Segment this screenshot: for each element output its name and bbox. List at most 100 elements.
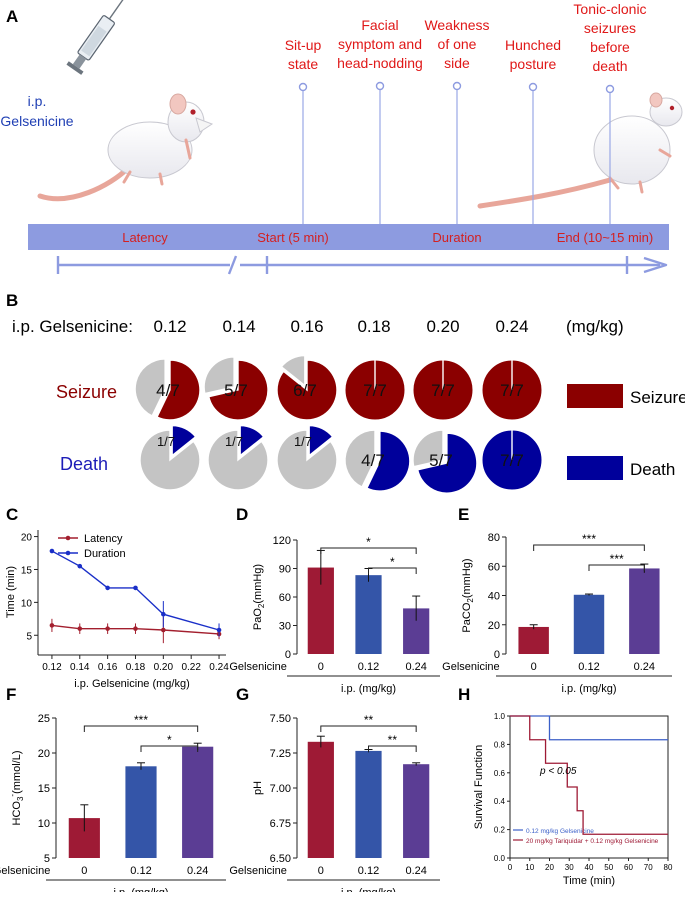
c-y-label: Time (min) [5,566,17,618]
h-x-label: Time (min) [563,875,615,887]
g-category-2: 0.12 [358,865,379,877]
panel-d-label: D [236,505,248,524]
seizure-pie-3-rest-slice [280,354,306,387]
death-pie-4-rest-slice [344,429,376,488]
h-series-2-curve [510,715,668,835]
d-x-label: i.p. (mg/kg) [341,683,396,695]
c-series-2-point-6 [216,627,222,633]
e-category-3: 0.24 [634,661,655,673]
e-category-2: 0.12 [578,661,599,673]
death-pie-5-rest-slice [412,429,444,468]
d-y-tick-label-3: 60 [279,592,291,604]
f-category-1: 0 [81,865,87,877]
death-pie-5-slice [416,432,478,494]
e-y-tick-label-2: 20 [488,620,500,632]
c-series-2-point-5 [161,611,166,617]
e-bar-1 [518,626,549,654]
death-pie-2-rest-slice [207,429,269,491]
e-row-label: Gelsenicine [442,661,499,673]
c-y-tick-label-1: 5 [26,631,32,642]
f-y-label: HCO3-(mmol/L) [8,751,25,826]
f-row-label: Gelsenicine [0,865,50,877]
stage-4-line-1: Hunched [505,37,561,53]
death-pie-3-label: 1/7 [294,434,312,449]
h-legend-2-label: 20 mg/kg Tariquidar + 0.12 mg/kg Gelseni… [526,838,659,845]
dose-label-3: 0.16 [290,317,323,336]
c-series-1-point-2 [77,626,83,631]
g-y-tick-label-2: 6.75 [270,818,291,830]
c-x-tick-label-6: 0.22 [181,662,201,673]
e-bar-3 [629,568,660,654]
g-sig-label-1: ** [364,713,374,727]
death-pie-6-label: 7/7 [500,451,524,470]
dose-label-6: 0.24 [495,317,528,336]
g-y-tick-label-1: 6.50 [270,853,291,865]
g-row-label: Gelsenicine [229,865,286,877]
c-series-1-point-5 [161,627,166,633]
dose-label-5: 0.20 [426,317,459,336]
timeline-latency: Latency [122,230,168,245]
panel-g: G 6.50 6.75 7.00 7.25 7.50 0 0.12 0.24 Gelsenici… [229,685,440,897]
h-x-tick-label-3: 20 [545,863,554,872]
legend-seizure-label: Seizure [630,388,685,407]
c-legend-1-marker [65,535,71,541]
death-pie-2-label: 1/7 [225,434,243,449]
stage-5-line-3: before [590,39,630,55]
stage-5: Tonic-clonic seizures before death [573,1,647,224]
c-y-tick-label-2: 10 [21,598,33,609]
g-bar-3 [403,764,430,858]
injection-label-line2: Gelsenicine [0,113,73,129]
f-y-tick-label-4: 20 [38,748,50,760]
timeline-bar [28,224,669,250]
g-y-tick-label-3: 7.00 [270,783,291,795]
death-pie-1-label: 1/7 [157,434,175,449]
seizure-pie-3: 6/7 [276,354,338,421]
death-pie-3-slice [308,424,334,457]
g-sig-bracket-1 [320,725,417,732]
timeline-arrow [56,255,668,275]
f-bar-3 [182,746,214,858]
h-y-label: Survival Function [473,745,485,829]
stage-4: Hunched posture [505,37,561,224]
death-pie-4-label: 4/7 [361,451,385,470]
panel-e: E 0 20 40 60 80 0 0.12 0.24 Gelsenicine i.p. (mg/… [442,505,672,695]
h-series-1-curve [510,715,668,741]
death-pie-3: 1/7 [276,424,338,491]
panel-f-label: F [6,685,16,704]
e-sig-bracket-2 [588,564,645,571]
rat-standing-icon [37,93,214,202]
d-sig-bracket-2 [368,567,417,574]
c-series-1-point-4 [133,626,138,631]
rat-tonic-icon [477,92,683,209]
d-sig-label-2: * [390,555,395,569]
d-y-tick-label-2: 30 [279,621,291,633]
c-series-1-line [51,624,220,635]
f-y-tick-label-1: 5 [44,853,50,865]
stage-3: Weakness of one side [424,17,490,224]
g-sig-label-2: ** [388,733,398,747]
c-y-tick-label-4: 20 [21,533,33,544]
panel-c: C 0.12 0.14 0.16 0.18 0.20 0.22 0.24 5 10 15 20 i.p… [5,505,229,690]
stage-1: Sit-up state [285,37,321,224]
death-pie-4: 4/7 [344,429,411,492]
panel-a-label: A [6,7,18,26]
stage-5-line-4: death [592,58,627,74]
dose-row-label: i.p. Gelsenicine: [12,317,133,336]
seizure-pie-5: 7/7 [412,359,474,421]
f-sig-bracket-1 [83,725,199,732]
d-sig-label-1: * [366,535,371,549]
death-pie-2: 1/7 [207,424,269,491]
h-y-tick-label-6: 1.0 [494,712,506,721]
c-x-tick-label-5: 0.20 [154,662,174,673]
h-x-tick-label-2: 10 [525,863,534,872]
panel-b-label: B [6,291,18,310]
d-category-1: 0 [318,661,324,673]
c-x-label: i.p. Gelsenicine (mg/kg) [74,678,190,690]
h-plot-frame [509,715,669,859]
c-series-2-point-1 [49,548,55,554]
g-y-tick-label-5: 7.50 [270,713,291,725]
f-sig-label-1: *** [134,713,148,727]
panel-h-label: H [458,685,470,704]
h-y-tick-label-5: 0.8 [494,740,506,749]
f-y-tick-label-2: 10 [38,818,50,830]
